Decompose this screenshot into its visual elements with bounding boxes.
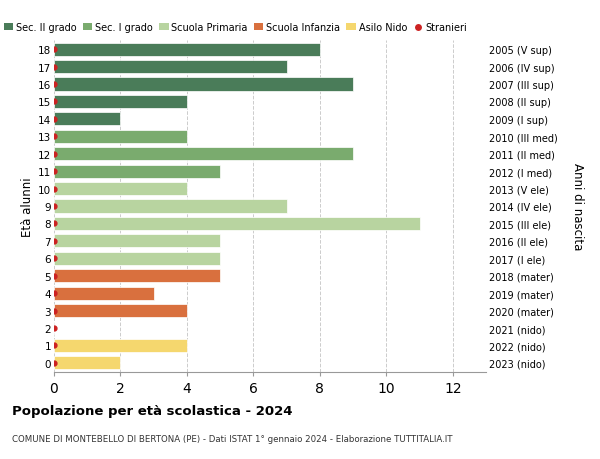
Bar <box>54 130 187 144</box>
Bar <box>54 183 187 196</box>
Bar <box>54 339 187 352</box>
Bar <box>54 61 287 74</box>
Bar <box>54 287 154 300</box>
Text: COMUNE DI MONTEBELLO DI BERTONA (PE) - Dati ISTAT 1° gennaio 2024 - Elaborazione: COMUNE DI MONTEBELLO DI BERTONA (PE) - D… <box>12 434 452 443</box>
Bar <box>54 304 187 318</box>
Bar <box>54 95 187 109</box>
Bar <box>54 218 419 230</box>
Bar <box>54 269 220 283</box>
Bar <box>54 148 353 161</box>
Bar <box>54 44 320 56</box>
Bar <box>54 200 287 213</box>
Bar <box>54 113 121 126</box>
Legend: Sec. II grado, Sec. I grado, Scuola Primaria, Scuola Infanzia, Asilo Nido, Stran: Sec. II grado, Sec. I grado, Scuola Prim… <box>4 23 467 33</box>
Y-axis label: Anni di nascita: Anni di nascita <box>571 163 584 250</box>
Bar <box>54 165 220 178</box>
Bar <box>54 78 353 91</box>
Y-axis label: Età alunni: Età alunni <box>21 177 34 236</box>
Bar <box>54 252 220 265</box>
Text: Popolazione per età scolastica - 2024: Popolazione per età scolastica - 2024 <box>12 404 293 417</box>
Bar <box>54 357 121 369</box>
Bar <box>54 235 220 248</box>
